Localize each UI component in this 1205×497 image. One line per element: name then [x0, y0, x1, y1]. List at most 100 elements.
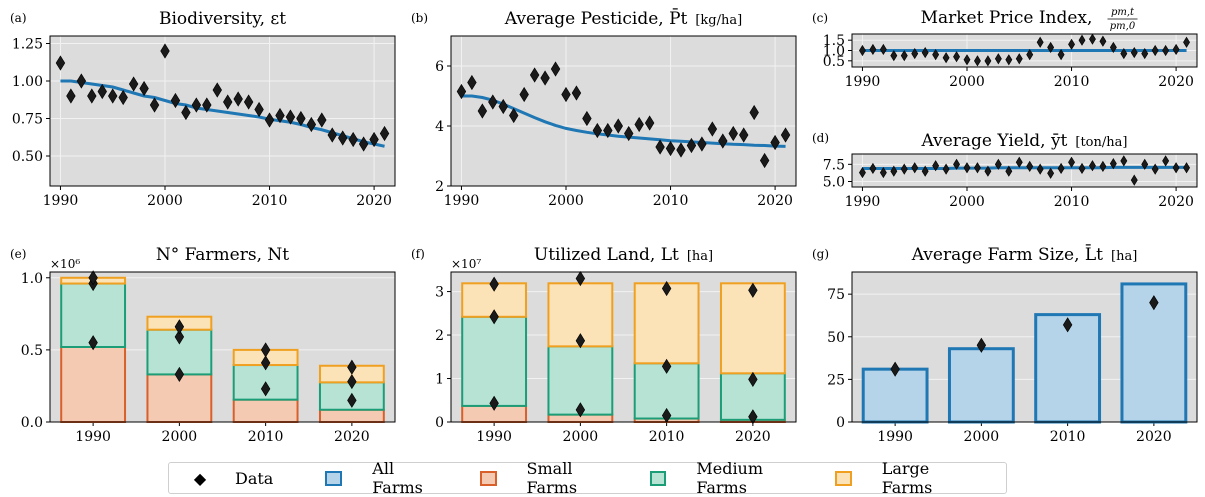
x-tick-label: 1990: [75, 429, 111, 445]
plot-frame: [49, 271, 396, 423]
data-point: [718, 133, 728, 149]
plot-frame: [450, 271, 797, 423]
data-point: [212, 82, 222, 98]
data-point: [661, 280, 672, 297]
panel-label: (g): [812, 247, 829, 261]
y-tick-label: 4: [435, 119, 444, 135]
data-point: [139, 80, 149, 97]
legend-item-large-farms: Large Farms: [835, 459, 954, 497]
panel-title: Biodiversity, εt: [159, 9, 286, 29]
legend: ◆ Data All Farms Small Farms Medium Farm…: [168, 459, 1007, 497]
data-point: [575, 270, 586, 287]
data-point: [1026, 49, 1034, 61]
x-tick-label: 2000: [548, 193, 584, 209]
bar-segment: [461, 315, 528, 407]
bar-segment: [947, 347, 1015, 424]
data-point: [1057, 49, 1065, 61]
data-point: [223, 94, 233, 110]
y-tick-label: 1.0: [21, 271, 43, 287]
panel-f: 0 1 2 3 Utilized Land, Lt [ha] (f) ×10⁷ 1990 2000…: [411, 245, 797, 445]
data-point: [561, 86, 571, 103]
data-point: [1151, 163, 1159, 175]
data-point: [1062, 317, 1073, 333]
data-point: [1162, 155, 1170, 167]
x-tick-label: 2000: [563, 429, 599, 445]
x-tick-label: 1990: [845, 194, 881, 210]
data-point: [55, 55, 66, 71]
data-point: [592, 122, 603, 139]
x-tick-label: 1990: [43, 193, 79, 209]
data-point: [859, 44, 866, 57]
data-point: [1172, 162, 1180, 174]
data-point: [118, 89, 128, 106]
data-point: [66, 88, 76, 104]
y-tick-label: 1.5: [823, 33, 845, 49]
data-point: [550, 61, 561, 77]
data-point: [347, 392, 357, 408]
data-point: [748, 371, 758, 387]
data-point: [1120, 155, 1128, 167]
data-point: [348, 131, 358, 148]
panel-unit: [ha]: [1111, 249, 1137, 264]
panel-unit: [ton/ha]: [1075, 135, 1127, 150]
x-tick-label: 2010: [1054, 74, 1090, 90]
plot-frame: [49, 35, 396, 187]
data-point: [748, 282, 758, 298]
data-point: [379, 125, 390, 142]
data-point: [108, 88, 118, 104]
data-point: [1005, 165, 1013, 177]
panel-unit: [ha]: [687, 249, 713, 264]
y-tick-label: 7.5: [823, 157, 845, 173]
data-point: [655, 139, 665, 155]
data-point: [540, 70, 550, 86]
data-point: [488, 94, 498, 110]
panel-a: 0.50 0.75 1.00 1.25 Biodiversity, εt (a) 1990 2…: [10, 9, 396, 209]
data-point: [1047, 41, 1055, 53]
data-point: [489, 276, 499, 292]
data-point: [869, 43, 877, 56]
data-point: [1151, 44, 1159, 57]
data-point: [900, 50, 908, 62]
panel-title: Average Pesticide, P̄t [kg/ha]: [504, 7, 742, 29]
y-tick-label: 0.0: [21, 415, 43, 431]
data-point: [571, 85, 582, 101]
data-point: [676, 142, 686, 158]
data-point: [509, 107, 519, 124]
data-point: [932, 49, 940, 61]
panel-e: 0.0 0.5 1.0 N° Farmers, Nt (e) ×10⁶ 1990 2000 20…: [10, 245, 396, 445]
x-tick-label: 2000: [147, 193, 183, 209]
legend-item-all-farms: All Farms: [325, 459, 428, 497]
data-point: [984, 165, 992, 177]
data-point: [233, 91, 243, 107]
x-tick-label: 2010: [252, 193, 288, 209]
data-point: [347, 374, 357, 390]
panel-title: Utilized Land, Lt [ha]: [534, 245, 713, 265]
y-tick-label: 1.25: [12, 37, 43, 53]
data-point: [254, 101, 264, 118]
x-tick-label: 2010: [649, 429, 685, 445]
data-point: [369, 131, 379, 148]
data-point: [1109, 158, 1117, 170]
data-point: [953, 51, 960, 63]
data-point: [697, 136, 707, 152]
y-tick-label: 3: [435, 285, 444, 301]
x-tick-label: 2000: [162, 429, 198, 445]
data-point: [921, 46, 929, 59]
y-tick-label: 0: [836, 415, 845, 431]
y-tick-label: 1.00: [12, 74, 43, 90]
bar-segment: [861, 367, 929, 424]
x-tick-label: 2010: [1050, 429, 1086, 445]
data-point: [88, 270, 98, 286]
x-tick-label: 2020: [1158, 74, 1194, 90]
x-tick-label: 2000: [949, 74, 985, 90]
legend-item-medium-farms: Medium Farms: [649, 459, 784, 497]
data-point: [260, 355, 271, 371]
data-point: [953, 158, 960, 170]
data-point: [1183, 36, 1191, 48]
legend-swatch-all-farms: [325, 470, 343, 486]
data-point: [1162, 44, 1170, 57]
data-point: [1088, 33, 1096, 45]
x-tick-label: 1990: [845, 74, 881, 90]
data-point: [97, 83, 107, 100]
panel-title: N° Farmers, Nt: [156, 245, 289, 265]
